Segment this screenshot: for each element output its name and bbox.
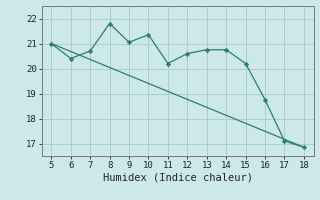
X-axis label: Humidex (Indice chaleur): Humidex (Indice chaleur) bbox=[103, 173, 252, 183]
